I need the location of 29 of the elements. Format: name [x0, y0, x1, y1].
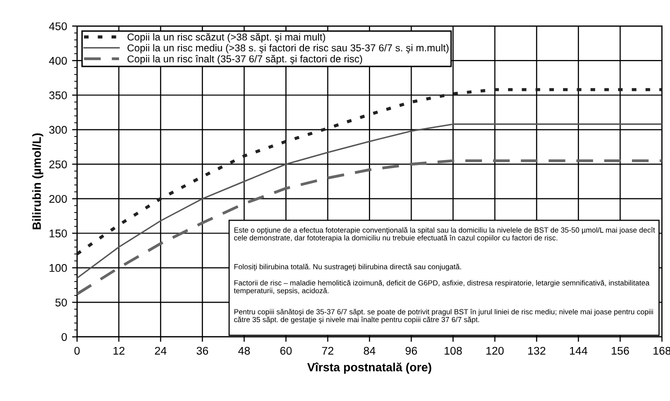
x-tick-label: 72 — [322, 346, 334, 355]
legend-label: Copii la un risc mediu (>38 s. şi factori de risc sau 35-37 6/7 s. şi m.mult) — [128, 44, 448, 54]
y-tick-label: 200 — [49, 194, 67, 203]
y-axis-title: Bilirubin (µmol/L) — [32, 133, 44, 230]
x-tick-label: 108 — [444, 346, 462, 355]
y-tick-label: 250 — [49, 160, 67, 168]
y-tick-label: 50 — [55, 298, 67, 306]
y-tick-label: 150 — [50, 230, 67, 238]
y-tick-label: 350 — [49, 91, 67, 100]
x-tick-label: 24 — [154, 346, 166, 355]
x-tick-label: 84 — [364, 346, 376, 355]
y-tick-label: 300 — [49, 126, 67, 134]
x-tick-label: 60 — [280, 346, 292, 355]
x-tick-label: 96 — [406, 346, 417, 355]
x-tick-label: 36 — [196, 346, 208, 355]
y-tick-label: 100 — [50, 264, 67, 272]
x-axis-title: Vîrsta postnatală (ore) — [307, 362, 432, 374]
x-tick-label: 132 — [528, 346, 546, 355]
y-tick-label: 400 — [49, 56, 67, 65]
y-tick-label: 0 — [62, 333, 67, 341]
legend-label: Copii la un risc înalt (35-37 6/7 săpt. şi factori de risc) — [128, 54, 362, 64]
x-tick-label: 48 — [238, 346, 250, 355]
x-tick-label: 0 — [74, 346, 80, 355]
x-tick-label: 120 — [486, 346, 504, 355]
x-tick-label: 12 — [114, 346, 124, 355]
x-tick-label: 156 — [612, 346, 629, 355]
y-tick-label: 450 — [49, 22, 67, 30]
x-tick-label: 144 — [570, 346, 588, 355]
legend-label: Copii la un risc scăzut (>38 săpt. şi mai mult) — [128, 33, 326, 43]
